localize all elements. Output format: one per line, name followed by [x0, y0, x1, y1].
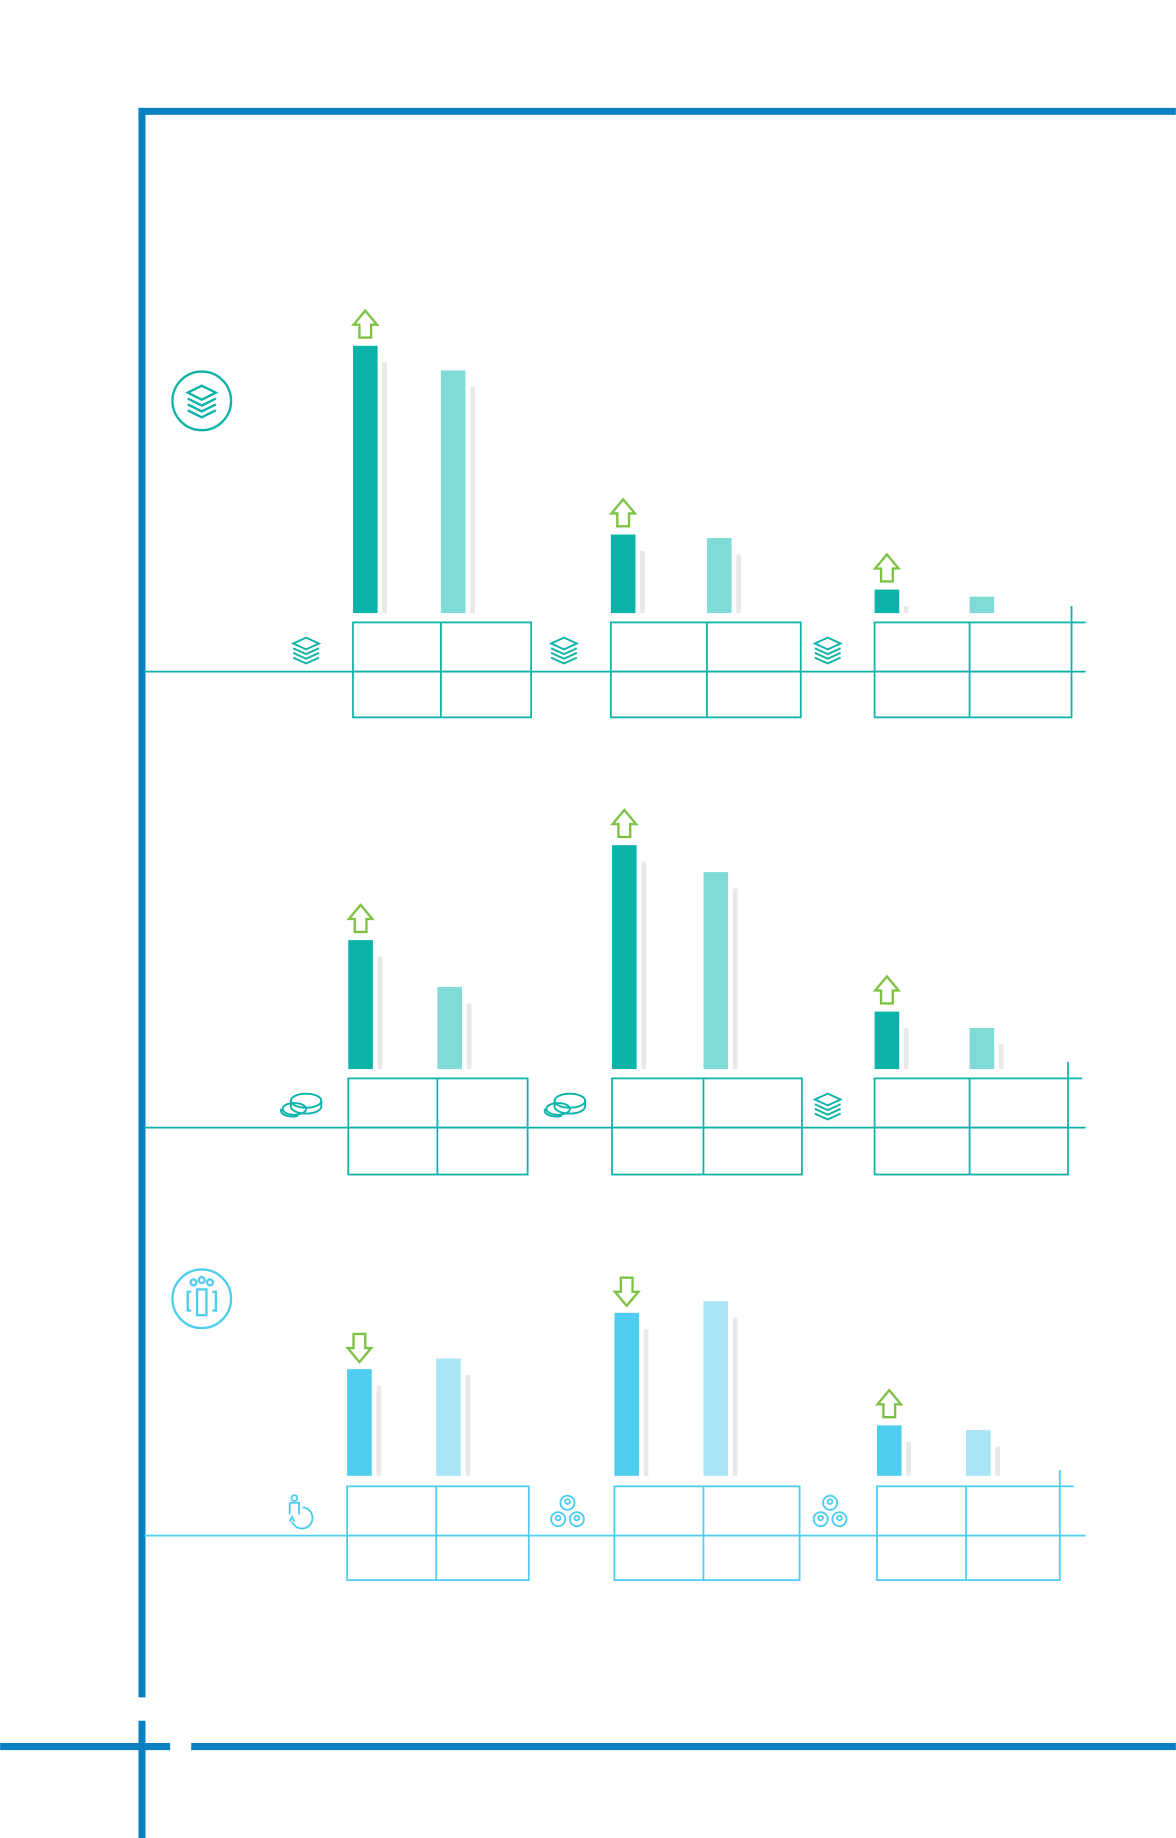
bar-shadow — [995, 1446, 1001, 1476]
icon — [290, 636, 322, 665]
icon-shape — [290, 636, 322, 665]
icon-shape — [812, 636, 843, 665]
bar-shadow — [640, 550, 645, 614]
icon-shape — [812, 1092, 843, 1121]
bar — [874, 1011, 900, 1070]
bar — [437, 986, 462, 1070]
icon-shape — [280, 1100, 323, 1118]
trend-arrow — [875, 1388, 904, 1419]
table-box — [611, 1077, 803, 1176]
frame — [0, 107, 1176, 1838]
icon-shape — [568, 1511, 585, 1528]
table-box — [873, 1077, 1069, 1176]
bar — [352, 345, 378, 614]
icon — [550, 1494, 585, 1528]
icon-shape — [559, 1494, 576, 1511]
icon-shape — [831, 1511, 848, 1528]
icon-shape — [836, 1514, 843, 1522]
bar-shadow — [465, 1374, 471, 1476]
icon-shape — [564, 1498, 571, 1505]
bar-shadow — [903, 606, 909, 614]
bar — [706, 538, 732, 614]
table-box — [613, 1485, 801, 1581]
table-box — [873, 621, 1073, 719]
icon — [812, 1494, 848, 1528]
icon — [543, 1092, 587, 1118]
icon-shape — [554, 1514, 562, 1522]
icon — [548, 636, 580, 665]
icon-shape — [553, 1092, 587, 1109]
icon-shape — [550, 1511, 567, 1528]
table-box — [352, 621, 533, 719]
icon-shape — [545, 1102, 571, 1116]
bar — [703, 1301, 729, 1476]
icon-shape — [822, 1494, 839, 1511]
table-box — [346, 1485, 530, 1581]
icon — [812, 1092, 843, 1121]
bar-shadow — [382, 362, 387, 614]
bar-shadow — [643, 1329, 649, 1476]
icon-shape — [289, 1092, 323, 1109]
icon-shape — [826, 1498, 834, 1505]
bar-shadow — [376, 1385, 382, 1476]
bar-shadow — [732, 1317, 738, 1476]
bar-shadow — [736, 554, 741, 614]
bar — [969, 1028, 995, 1070]
table-box — [609, 621, 802, 719]
trend-arrow — [346, 903, 375, 934]
trend-arrow — [608, 497, 638, 528]
icon-shape — [290, 1494, 299, 1502]
icon-shape — [281, 1102, 308, 1116]
bar — [612, 845, 637, 1070]
bar-shadow — [998, 1044, 1004, 1070]
bar — [614, 1312, 639, 1476]
trend-arrow — [610, 808, 639, 839]
trend-arrow — [872, 974, 902, 1005]
icon-shape — [573, 1514, 581, 1522]
section-icon — [171, 370, 233, 432]
icon — [288, 1494, 314, 1530]
icon-shape — [817, 1514, 824, 1522]
icon-shape — [543, 1100, 587, 1118]
trend-arrow — [612, 1276, 641, 1308]
bar-shadow — [470, 386, 475, 614]
bar — [874, 589, 900, 614]
bar-shadow — [906, 1441, 911, 1476]
bar-shadow — [903, 1028, 909, 1070]
trend-arrow — [351, 308, 380, 339]
bar — [347, 1369, 372, 1476]
bar — [440, 370, 466, 614]
bar — [436, 1358, 461, 1476]
icon-shape — [288, 1501, 314, 1530]
trend-arrow — [345, 1332, 374, 1364]
bar — [703, 872, 729, 1070]
bar — [610, 534, 636, 614]
bar — [966, 1430, 991, 1476]
icon-shape — [812, 1511, 829, 1528]
bar-shadow — [466, 1003, 472, 1070]
bar-shadow — [641, 861, 647, 1070]
bar — [348, 940, 373, 1070]
icon — [812, 636, 843, 665]
section-icon — [171, 1268, 233, 1330]
bar — [876, 1425, 902, 1476]
icon-shape — [548, 636, 580, 665]
table-box — [876, 1485, 1061, 1581]
bar-shadow — [732, 888, 738, 1070]
icon — [280, 1092, 323, 1118]
bar — [969, 596, 995, 614]
bar-shadow — [377, 956, 383, 1070]
trend-arrow — [872, 552, 902, 583]
